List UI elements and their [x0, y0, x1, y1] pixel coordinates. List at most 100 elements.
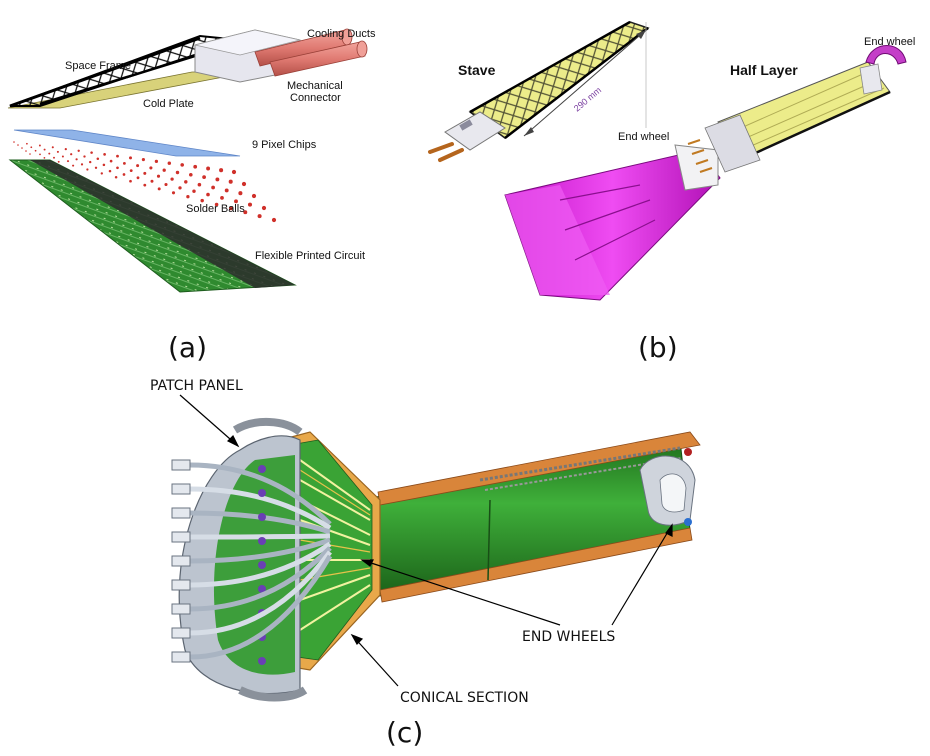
bolt: [258, 489, 266, 497]
solder-ball: [178, 186, 182, 190]
label-cold-plate: Cold Plate: [143, 98, 194, 110]
label-end-wheel-mid: End wheel: [618, 131, 669, 143]
solder-ball: [30, 146, 33, 149]
end-wheel-right: [639, 448, 696, 526]
solder-ball: [247, 202, 253, 207]
solder-ball: [184, 180, 188, 184]
solder-ball: [61, 155, 64, 158]
label-space-frame: Space Frame: [65, 60, 131, 72]
solder-ball: [219, 168, 224, 173]
bolt: [258, 513, 266, 521]
solder-ball: [96, 157, 100, 161]
solder-ball: [180, 163, 184, 167]
bolt: [258, 561, 266, 569]
service-rod: [189, 554, 333, 660]
service-rod: [189, 537, 331, 564]
solder-ball: [229, 206, 233, 211]
panel-c: PATCH PANEL END WHEELS CONICAL SECTION (…: [150, 378, 701, 749]
caption-a: (a): [168, 331, 207, 364]
solder-ball: [129, 169, 133, 173]
solder-ball: [189, 173, 193, 177]
solder-ball: [156, 174, 161, 178]
label-stave: Stave: [458, 62, 496, 78]
solder-ball: [100, 172, 103, 175]
solder-ball: [234, 199, 238, 204]
bolt: [258, 537, 266, 545]
solder-ball: [90, 151, 93, 154]
connector-block: [171, 651, 191, 663]
stave: [428, 20, 650, 162]
label-end-wheel-top: End wheel: [864, 36, 915, 48]
barrel-cylinder: [359, 431, 701, 603]
solder-ball: [86, 168, 89, 171]
label-conical-section: CONICAL SECTION: [400, 690, 529, 706]
solder-ball: [257, 214, 262, 219]
solder-ball: [116, 154, 119, 158]
solder-ball: [77, 149, 80, 152]
solder-ball: [211, 185, 215, 190]
flex-circuit: [8, 159, 297, 293]
solder-ball: [214, 202, 219, 207]
end-wheel-cone: [504, 144, 721, 301]
solder-ball: [136, 176, 140, 180]
solder-ball: [64, 147, 67, 151]
solder-ball: [220, 196, 224, 200]
solder-ball: [175, 170, 180, 175]
service-rods: [171, 459, 333, 665]
service-rod: [189, 546, 332, 612]
solder-ball: [149, 166, 153, 170]
solder-ball: [192, 189, 196, 193]
solder-ball: [251, 193, 257, 199]
solder-ball: [51, 146, 54, 149]
solder-ball: [171, 191, 176, 195]
solder-ball: [143, 171, 147, 175]
solder-ball: [109, 159, 113, 163]
solder-ball: [29, 153, 31, 155]
solder-ball: [53, 156, 55, 159]
solder-ball: [17, 144, 19, 146]
connector-block: [171, 507, 191, 519]
label-half-layer: Half Layer: [730, 62, 798, 78]
solder-ball: [39, 153, 41, 156]
solder-ball: [38, 144, 41, 147]
label-cooling-ducts: Cooling Ducts: [307, 28, 376, 40]
solder-ball: [66, 160, 70, 163]
label-connector: Connector: [290, 92, 341, 104]
solder-ball: [129, 156, 132, 160]
solder-ball: [200, 198, 204, 203]
solder-ball: [13, 141, 15, 143]
solder-ball: [102, 163, 106, 167]
solder-ball: [129, 179, 132, 183]
solder-ball: [48, 152, 51, 155]
solder-ball: [72, 164, 75, 167]
service-rod: [189, 541, 332, 588]
solder-ball: [162, 168, 166, 172]
panel-b: 290 mm Stave Half Layer End wheel End wh…: [428, 20, 915, 364]
solder-ball: [215, 177, 220, 182]
service-rod: [189, 462, 332, 526]
connector-block: [171, 483, 191, 495]
caption-b: (b): [638, 331, 678, 364]
solder-ball: [243, 210, 248, 215]
solder-ball: [167, 161, 172, 165]
label-pixel-chips: 9 Pixel Chips: [252, 139, 317, 151]
label-flex-circuit: Flexible Printed Circuit: [255, 250, 365, 262]
solder-balls: [13, 141, 277, 223]
solder-ball: [186, 195, 190, 199]
panel-a: Space Frame Cooling Ducts Mechanical Con…: [7, 28, 376, 364]
service-rod: [189, 533, 331, 540]
pixel-chips: [13, 129, 241, 157]
solder-ball: [141, 158, 145, 162]
solder-ball: [150, 179, 154, 183]
solder-ball: [193, 164, 198, 169]
solder-ball: [238, 191, 243, 196]
end-wheel-small: [859, 45, 907, 95]
label-solder-balls: Solder Balls: [186, 203, 245, 215]
solder-ball: [197, 182, 202, 187]
solder-ball: [241, 181, 247, 187]
label-end-wheels: END WHEELS: [522, 629, 615, 645]
solder-ball: [231, 169, 237, 175]
solder-ball: [34, 149, 37, 152]
solder-ball: [114, 176, 118, 179]
